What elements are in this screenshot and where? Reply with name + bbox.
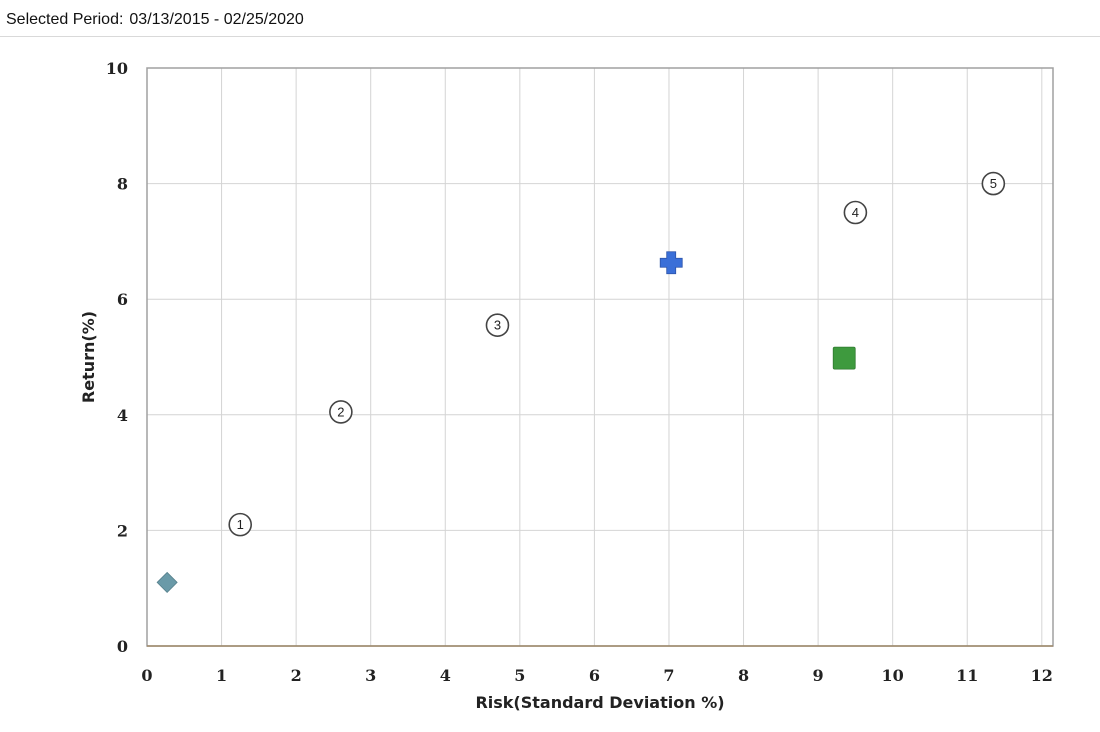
marker-number: 5 <box>990 176 997 191</box>
x-tick-label: 8 <box>738 666 749 685</box>
x-tick-label: 2 <box>291 666 302 685</box>
x-tick-label: 10 <box>882 666 904 685</box>
numbered-circle-marker: 4 <box>843 200 868 225</box>
y-tick-label: 4 <box>117 406 128 425</box>
marker-circle <box>329 400 353 424</box>
y-tick-label: 8 <box>117 175 128 194</box>
y-axis-title: Return(%) <box>79 311 98 403</box>
period-value: 03/13/2015 - 02/25/2020 <box>129 11 304 28</box>
x-tick-label: 11 <box>956 666 978 685</box>
period-label: Selected Period: <box>6 11 124 28</box>
y-tick-label: 0 <box>117 637 128 656</box>
marker-circle <box>843 200 868 225</box>
marker-number: 2 <box>337 404 344 419</box>
selected-period-bar: Selected Period: 03/13/2015 - 02/25/2020 <box>0 0 1100 37</box>
y-tick-label: 6 <box>117 290 128 309</box>
x-tick-label: 7 <box>663 666 674 685</box>
marker-circle <box>485 313 510 338</box>
x-tick-label: 9 <box>813 666 824 685</box>
x-tick-label: 1 <box>216 666 227 685</box>
marker-number: 3 <box>494 318 501 333</box>
y-tick-label: 2 <box>117 521 128 540</box>
square-marker <box>832 346 856 370</box>
marker-circle <box>228 512 253 537</box>
data-points: 1 2 3 4 5 <box>156 171 1006 593</box>
x-tick-label: 3 <box>365 666 376 685</box>
numbered-circle-marker: 1 <box>228 512 253 537</box>
x-tick-label: 6 <box>589 666 600 685</box>
x-axis-title: Risk(Standard Deviation %) <box>475 693 724 712</box>
y-tick-label: 10 <box>106 59 128 78</box>
marker-number: 4 <box>852 205 859 220</box>
marker-circle <box>981 171 1006 196</box>
plot-frame <box>146 67 1054 647</box>
numbered-circle-marker: 5 <box>981 171 1006 196</box>
x-tick-label: 5 <box>514 666 525 685</box>
x-tick-label: 0 <box>141 666 152 685</box>
numbered-circle-marker: 2 <box>329 400 353 424</box>
marker-number: 1 <box>237 517 244 532</box>
numbered-circle-marker: 3 <box>485 313 510 338</box>
plus-marker <box>659 251 683 275</box>
grid-lines <box>147 68 1053 646</box>
x-tick-label: 4 <box>440 666 451 685</box>
x-tick-label: 12 <box>1031 666 1053 685</box>
diamond-marker <box>156 571 178 593</box>
